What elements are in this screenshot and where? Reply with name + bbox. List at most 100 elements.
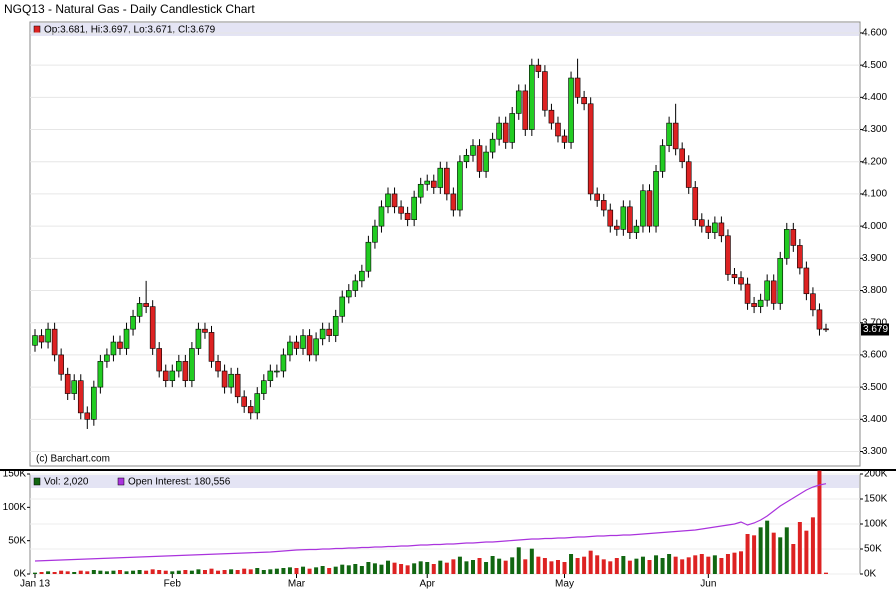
y2-tick-label: 50K: [864, 544, 882, 555]
volume-bar: [320, 566, 325, 574]
volume-bar: [608, 561, 613, 574]
volume-bar: [791, 544, 796, 574]
candle-body: [169, 370, 176, 381]
volume-bar: [444, 562, 449, 574]
candle-body: [450, 193, 457, 211]
volume-bar: [490, 556, 495, 574]
volume-bar: [797, 522, 802, 574]
candle-body: [287, 341, 293, 356]
volume-bar: [392, 562, 397, 574]
volume-bar: [157, 570, 162, 574]
y-tick-label: 0K: [14, 569, 27, 580]
volume-bar: [91, 570, 96, 574]
volume-bar: [117, 570, 122, 574]
candle-body: [522, 90, 529, 130]
volume-bar: [314, 567, 319, 574]
candle-body: [783, 229, 790, 259]
candle-body: [162, 370, 169, 381]
y2-tick-label: 0K: [864, 569, 877, 580]
candle-body: [378, 206, 385, 227]
y-tick-label: 3.500: [862, 382, 887, 393]
volume-bar: [353, 564, 358, 574]
annotation: (c) Barchart.com: [36, 454, 110, 465]
candle-body: [764, 280, 770, 301]
volume-bar: [274, 568, 279, 574]
candle-body: [712, 222, 718, 233]
candle-body: [797, 245, 803, 269]
candle-body: [38, 335, 45, 343]
volume-bar: [268, 569, 273, 574]
volume-bar: [614, 558, 619, 574]
candle-body: [457, 161, 463, 211]
candle-body: [411, 196, 417, 220]
legend: Open Interest: 180,556: [128, 477, 231, 488]
volume-bar: [438, 560, 443, 574]
volume-bar: [33, 572, 37, 574]
candle-body: [391, 193, 398, 208]
legend: Vol: 2,020: [44, 477, 89, 488]
candle-body: [261, 380, 267, 394]
candle-body: [529, 64, 535, 130]
volume-bar: [693, 555, 698, 574]
volume-bar: [104, 571, 109, 574]
candle-body: [365, 241, 372, 272]
volume-bar: [163, 570, 168, 574]
volume-bar: [778, 537, 783, 574]
candle-body: [430, 180, 437, 188]
candle-body: [502, 122, 509, 143]
y2-tick-label: 100K: [864, 519, 888, 530]
chart-title: NGQ13 - Natural Gas - Daily Candlestick …: [4, 2, 255, 16]
y-tick-label: 4.000: [862, 221, 887, 232]
volume-bar: [758, 527, 763, 574]
y2-tick-label: 150K: [864, 494, 888, 505]
candle-body: [594, 193, 600, 201]
candle-body: [64, 373, 71, 394]
candle-body: [685, 161, 692, 188]
volume-bar: [78, 570, 83, 574]
volume-bar: [745, 534, 750, 574]
volume-bar: [739, 551, 744, 574]
candle-body: [509, 113, 516, 143]
candle-body: [640, 190, 646, 227]
volume-bar: [654, 555, 659, 574]
candle-body: [424, 180, 431, 185]
volume-bar: [144, 570, 149, 574]
candle-body: [241, 396, 247, 407]
candle-body: [130, 315, 136, 330]
y-tick-label: 150K: [3, 469, 27, 480]
candle-body: [58, 354, 64, 375]
y-tick-label: 4.600: [862, 28, 887, 39]
candle-body: [254, 393, 261, 414]
candle-body: [437, 167, 444, 188]
volume-bar: [660, 558, 665, 574]
candle-body: [568, 77, 574, 143]
candle-body: [725, 235, 731, 275]
candle-body: [228, 373, 234, 388]
candle-body: [581, 97, 587, 105]
volume-bar: [216, 570, 221, 574]
volume-bar: [425, 562, 430, 574]
volume-bar: [196, 569, 201, 574]
volume-bar: [536, 556, 541, 574]
x-tick-label: Jan 13: [20, 579, 50, 590]
volume-bar: [503, 560, 508, 574]
volume-bar: [667, 554, 672, 574]
volume-bar: [176, 570, 181, 574]
candle-body: [123, 328, 130, 349]
volume-bar: [562, 562, 567, 574]
volume-bar: [706, 556, 711, 574]
volume-bar: [242, 568, 247, 574]
volume-bar: [255, 568, 260, 574]
volume-bar: [516, 547, 521, 574]
candle-body: [627, 206, 633, 233]
volume-bar: [248, 569, 253, 574]
candle-body: [515, 90, 522, 114]
candle-body: [339, 296, 346, 317]
candle-body: [293, 341, 300, 349]
x-tick-label: Apr: [419, 579, 435, 590]
candle-body: [659, 145, 666, 172]
candle-body: [84, 412, 91, 420]
volume-bar: [686, 557, 691, 574]
volume-bar: [529, 548, 534, 574]
legend-swatch: [33, 25, 41, 34]
